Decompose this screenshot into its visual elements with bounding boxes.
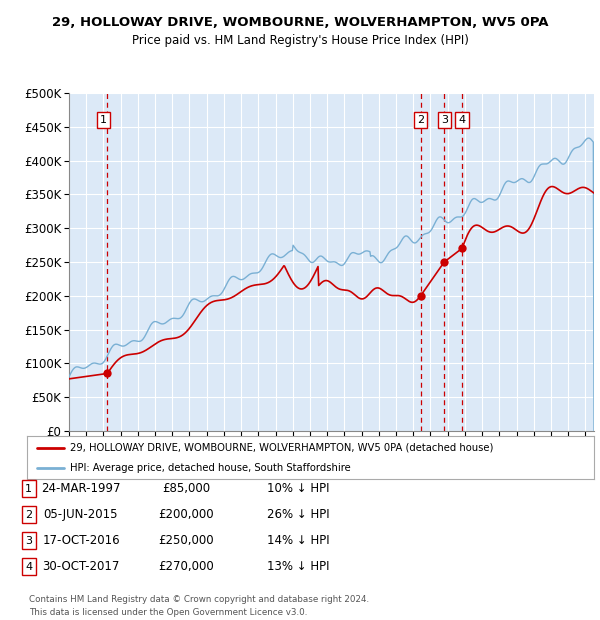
Text: 2: 2 — [417, 115, 424, 125]
Text: 1: 1 — [25, 484, 32, 494]
Text: 2: 2 — [25, 510, 32, 520]
Text: 26% ↓ HPI: 26% ↓ HPI — [267, 508, 329, 521]
Text: Contains HM Land Registry data © Crown copyright and database right 2024.
This d: Contains HM Land Registry data © Crown c… — [29, 595, 369, 617]
Text: 4: 4 — [25, 562, 32, 572]
Text: 1: 1 — [100, 115, 107, 125]
Text: 24-MAR-1997: 24-MAR-1997 — [41, 482, 121, 495]
Text: £270,000: £270,000 — [158, 560, 214, 573]
Text: £200,000: £200,000 — [158, 508, 214, 521]
Text: 30-OCT-2017: 30-OCT-2017 — [43, 560, 119, 573]
Text: Price paid vs. HM Land Registry's House Price Index (HPI): Price paid vs. HM Land Registry's House … — [131, 34, 469, 47]
Text: 29, HOLLOWAY DRIVE, WOMBOURNE, WOLVERHAMPTON, WV5 0PA (detached house): 29, HOLLOWAY DRIVE, WOMBOURNE, WOLVERHAM… — [70, 443, 493, 453]
Text: HPI: Average price, detached house, South Staffordshire: HPI: Average price, detached house, Sout… — [70, 463, 350, 473]
Text: 17-OCT-2016: 17-OCT-2016 — [42, 534, 120, 547]
Text: 10% ↓ HPI: 10% ↓ HPI — [267, 482, 329, 495]
Text: 3: 3 — [25, 536, 32, 546]
Text: 05-JUN-2015: 05-JUN-2015 — [44, 508, 118, 521]
Text: £250,000: £250,000 — [158, 534, 214, 547]
Text: 4: 4 — [458, 115, 466, 125]
Text: 3: 3 — [441, 115, 448, 125]
Text: £85,000: £85,000 — [162, 482, 210, 495]
Text: 13% ↓ HPI: 13% ↓ HPI — [267, 560, 329, 573]
Text: 14% ↓ HPI: 14% ↓ HPI — [267, 534, 329, 547]
Text: 29, HOLLOWAY DRIVE, WOMBOURNE, WOLVERHAMPTON, WV5 0PA: 29, HOLLOWAY DRIVE, WOMBOURNE, WOLVERHAM… — [52, 16, 548, 29]
